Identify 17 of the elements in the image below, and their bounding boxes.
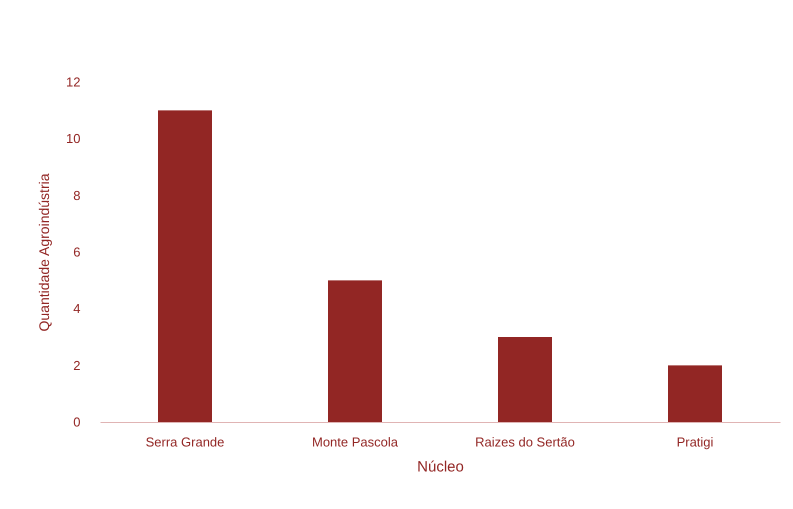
x-tick-label: Serra Grande xyxy=(146,434,224,450)
y-tick-label: 12 xyxy=(66,74,80,90)
bar xyxy=(498,337,552,422)
bar xyxy=(158,110,212,422)
bar xyxy=(328,280,382,422)
x-tick-label: Pratigi xyxy=(676,434,714,450)
x-tick-label: Raizes do Sertão xyxy=(475,434,575,450)
x-tick-label: Monte Pascola xyxy=(312,434,399,450)
y-tick-label: 0 xyxy=(73,414,80,430)
y-tick-label: 4 xyxy=(73,301,80,316)
bar xyxy=(668,365,722,422)
y-axis-title: Quantidade Agroindústria xyxy=(36,173,52,332)
y-tick-label: 10 xyxy=(66,131,80,146)
x-axis-title: Núcleo xyxy=(417,458,464,476)
y-tick-label: 6 xyxy=(73,244,80,260)
y-tick-label: 2 xyxy=(73,358,80,373)
y-tick-label: 8 xyxy=(73,188,80,203)
